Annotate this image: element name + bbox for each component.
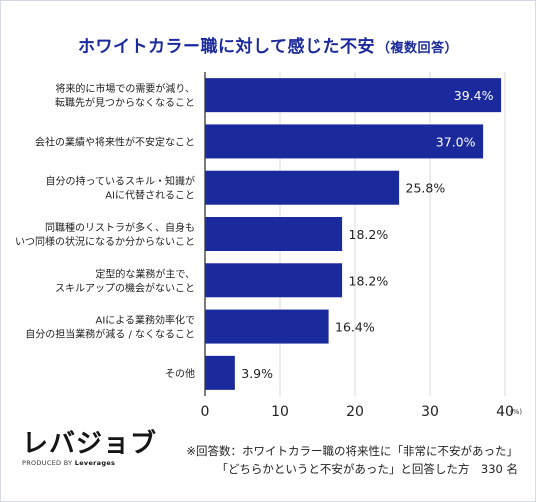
company-name: Leverages [74,459,116,467]
bar [205,355,235,390]
value-labels: 39.4% 37.0% 25.8% 18.2% 18.2% 16.4% 3.9% [241,88,493,381]
bar [205,309,329,344]
value-label: 18.2% [349,227,389,242]
brand-logo-text: レバジョブ [22,429,158,459]
x-unit-label: (%) [510,408,522,416]
chart-title-main: ホワイトカラー職に対して感じた不安 [77,37,375,57]
bar [205,263,343,298]
category-label: 自分の担当業務が減る / なくなること [25,328,195,341]
x-tick-label: 30 [421,404,439,420]
category-label: その他 [165,367,195,380]
category-label: 将来的に市場での需要が減り、 [55,82,195,95]
category-label: スキルアップの機会がないこと [55,281,195,294]
category-label: AIに代替されること [105,189,195,202]
value-label: 39.4% [454,88,494,103]
x-tick-label: 10 [271,404,289,420]
footnote-line-2: 「どちらかというと不安があった」と回答した方 330 名 [216,462,518,476]
category-label: 同職種のリストラが多く、自身も [45,221,195,234]
x-tick-labels: 0 10 20 30 40(%) [201,404,523,420]
value-label: 16.4% [335,320,375,335]
value-label: 25.8% [406,181,446,196]
bar [205,217,343,251]
category-label: 定型的な業務が主で、 [95,267,195,280]
brand-logo: レバジョブ PRODUCED BY Leverages [22,429,158,474]
value-label: 3.9% [241,366,273,381]
category-label: 自分の持っているスキル・知識が [46,175,196,188]
category-label: 転職先が見つからなくなること [55,96,195,109]
chart-title: ホワイトカラー職に対して感じた不安 （複数回答） [0,32,536,57]
chart-title-suffix: （複数回答） [376,41,458,56]
category-label: 会社の業績や将来性が不安定なこと [35,135,195,148]
bar [205,170,400,205]
footnote: ※回答数：ホワイトカラー職の将来性に「非常に不安があった」 「どちらかというと不… [186,442,518,478]
category-labels: 将来的に市場での需要が減り、転職先が見つからなくなること会社の業績や将来性が不安… [15,82,195,380]
category-label: いつ同様の状況になるか分からないこと [15,235,195,248]
category-label: AIによる業務効率化で [96,314,196,327]
x-tick-label: 20 [346,404,364,420]
bar [205,124,484,159]
x-tick-label: 40 [496,404,514,420]
brand-produced-by: PRODUCED BY Leverages [22,459,140,467]
x-tick-label: 0 [201,404,210,420]
value-label: 18.2% [349,273,389,288]
bar [205,78,502,113]
footnote-line-1: ※回答数：ホワイトカラー職の将来性に「非常に不安があった」 [186,444,518,458]
produced-by-label: PRODUCED BY [22,459,73,467]
bars [205,78,502,390]
value-label: 37.0% [436,134,476,149]
